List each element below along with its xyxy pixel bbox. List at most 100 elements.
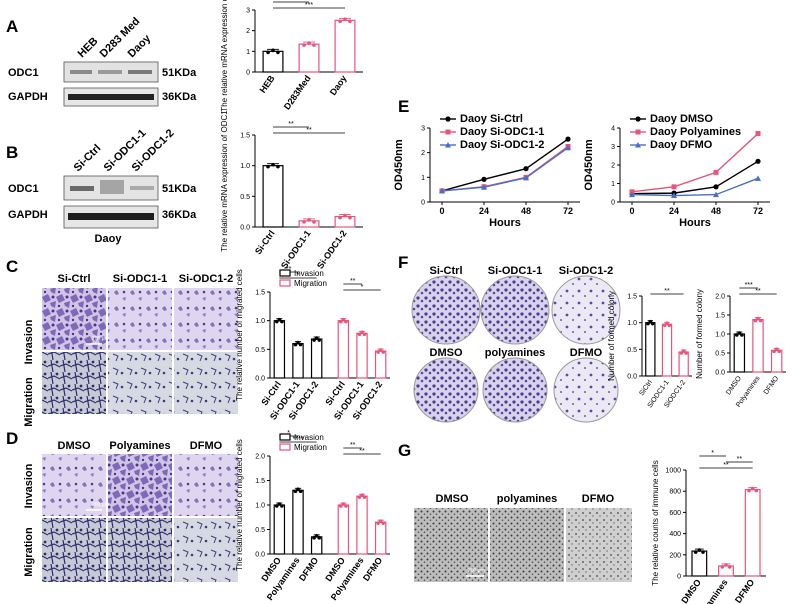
B_mrna-point: [312, 220, 316, 224]
F_si-ytick-label: 1.5: [627, 294, 637, 301]
G_immune-ytick-label: 0: [677, 574, 681, 581]
D_migrated-point: [312, 536, 316, 540]
D_migrated-bar: [273, 504, 286, 555]
c-row-2: Migration: [23, 377, 35, 427]
G_immune-ylabel: The relative counts of immune cells: [651, 460, 660, 585]
F_si-point: [650, 321, 655, 326]
F_drug-ytick-label: 0.0: [715, 370, 725, 377]
D_migrated-point: [381, 521, 386, 525]
G_immune-sig-text: **: [723, 462, 729, 469]
c-image-invasion-siodc1-2: [174, 288, 238, 350]
F_si-bar: [645, 322, 656, 377]
G_immune-bar: [744, 489, 761, 577]
F_drug-point: [756, 316, 760, 321]
E_drug-ytick-label: 0: [611, 200, 615, 207]
D_migrated-legend-swatch: [279, 443, 291, 451]
C_migrated-point: [341, 317, 346, 322]
G_immune-sig-text: **: [737, 456, 743, 463]
G_immune-ytick-label: 200: [669, 552, 681, 559]
A_mrna-bar: [298, 43, 320, 73]
E_si-ytick-label: 3: [421, 126, 425, 133]
G_immune-ytick-label: 800: [669, 489, 681, 496]
C_migrated-ytick-label: 1.0: [255, 318, 265, 325]
panel-label-d: D: [6, 429, 18, 448]
d-image-migration-dfmo: [174, 518, 238, 582]
B_mrna-point: [302, 220, 306, 224]
D_migrated-chart: 0.0 0.5 1.0 1.5 2.0 The relative number of mi…: [235, 430, 390, 602]
c-image-migration-sictrl: [42, 352, 106, 414]
E_si-series-line: [441, 147, 569, 192]
E_drug-ytick-label: 2: [611, 163, 615, 170]
A_mrna-point: [307, 41, 311, 45]
F_drug-bar: [733, 333, 746, 373]
D_migrated-point: [357, 495, 362, 499]
E_si-xtick-label: 72: [563, 206, 573, 216]
G_immune-xtick-label: DFMO: [733, 577, 756, 604]
C_migrated-bar: [337, 320, 350, 379]
F_drug-chart: 0.0 0.5 1.0 1.5 2.0 Number of formed colony DM…: [695, 282, 786, 409]
F_si-xtick-label: SiCtrl: [638, 379, 654, 397]
C_migrated-ytick-label: 0.5: [255, 347, 265, 354]
D_migrated-point: [341, 502, 346, 506]
E_si-marker: [523, 174, 529, 181]
E_drug-ylabel: OD450nm: [583, 139, 595, 191]
E_si-ytick-label: 0: [421, 200, 425, 207]
B_mrna-point: [266, 164, 270, 169]
g-image-polyamines: [490, 508, 564, 582]
d-image-invasion-polyamines: [108, 454, 172, 516]
E_drug-marker: [671, 192, 677, 199]
B_mrna-point: [307, 218, 311, 222]
A_mrna-point: [266, 50, 270, 55]
A_mrna-point: [343, 17, 347, 22]
E_drug-ytick-label: 4: [611, 126, 615, 133]
C_migrated-bar: [356, 332, 368, 379]
G_immune-ytick-label: 600: [669, 510, 681, 517]
panel-label-a: A: [6, 17, 18, 36]
B_mrna-point: [276, 164, 280, 169]
F_drug-bar: [770, 349, 783, 373]
D_migrated-point: [362, 495, 367, 499]
D_migrated-ytick-label: 2.0: [255, 454, 265, 461]
panel-label-e: E: [398, 97, 409, 116]
G_immune-ytick-label: 400: [669, 531, 681, 538]
F_drug-sig-text: ***: [745, 282, 753, 289]
d-row-1: Invasion: [23, 463, 35, 508]
B_mrna-ytick-label: 0.5: [240, 194, 250, 201]
c-image-migration-siodc1-2: [174, 352, 238, 414]
F_si-bar: [661, 323, 673, 377]
E_si-legend-label: Daoy Si-ODC1-2: [460, 139, 544, 151]
E_drug-marker: [713, 184, 719, 190]
F_drug-bar: [752, 318, 764, 373]
C_migrated-point: [296, 340, 300, 345]
D_migrated-bar: [374, 521, 387, 555]
A_mrna-point: [348, 19, 352, 24]
D_migrated-point: [360, 493, 364, 497]
C_migrated-bar: [273, 320, 286, 379]
blot-b-odc1-band-2: [100, 180, 124, 194]
C_migrated-point: [381, 350, 386, 354]
c-scalebar-label: 200 μm: [92, 336, 109, 342]
d-scalebar-label: 200 μm: [92, 502, 109, 508]
C_migrated-bar: [292, 343, 304, 379]
E_drug-series-line: [631, 133, 759, 193]
E_drug-marker: [755, 175, 761, 181]
C_migrated-point: [362, 332, 367, 337]
blot-b-row-2-name: GAPDH: [8, 209, 48, 221]
C_migrated-legend-label: Migration: [294, 279, 327, 288]
G_immune-ytick-label: 1000: [665, 468, 681, 475]
f-dish-dmso: [413, 357, 479, 423]
F_drug-xtick-label: DFMO: [763, 375, 781, 396]
E_drug-marker: [713, 169, 719, 175]
D_migrated-ytick-label: 0.5: [255, 527, 265, 534]
C_migrated-sig-text: *: [297, 272, 300, 279]
C_migrated-bar: [310, 338, 323, 379]
C_migrated-point: [277, 317, 282, 322]
C_migrated-sig-text: *: [361, 284, 364, 291]
E_si-ytick-label: 1: [421, 175, 425, 182]
B_mrna-point: [271, 162, 275, 167]
E_si-marker: [481, 184, 487, 190]
blot-a-row-1-name: ODC1: [8, 67, 39, 79]
G_immune-point: [724, 563, 728, 567]
g-col-3: DFMO: [582, 493, 615, 505]
E_drug-ytick-label: 1: [611, 181, 615, 188]
